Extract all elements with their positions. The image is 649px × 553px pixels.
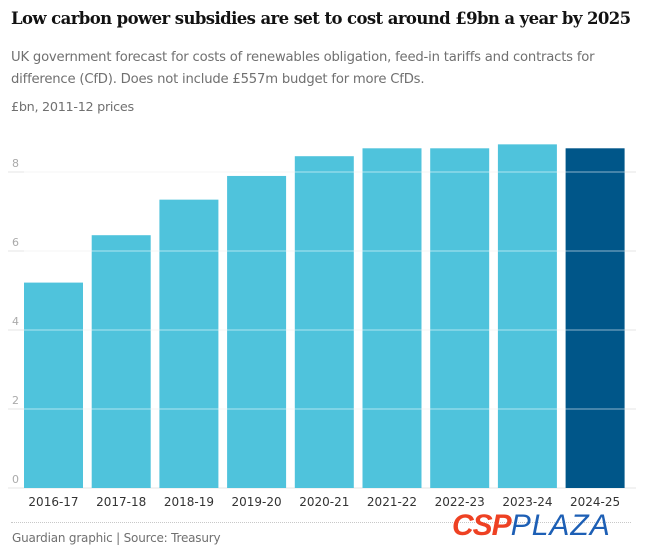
bar-2020-21 — [294, 156, 354, 488]
y-tick-labels: 0 2 4 6 8 — [12, 157, 19, 486]
source-credit: Guardian graphic | Source: Treasury — [12, 531, 221, 545]
y-tick-label: 0 — [12, 473, 19, 486]
bar-chart: 0 2 4 6 8 2016-17 2017-18 2018-19 2019-20 2020-2… — [8, 144, 636, 509]
chart-title: Low carbon power subsidies are set to co… — [11, 9, 631, 28]
bar-2017-18 — [91, 235, 151, 488]
x-tick-label: 2020-21 — [299, 495, 349, 509]
x-tick-label: 2024-25 — [570, 495, 620, 509]
x-tick-label: 2021-22 — [367, 495, 417, 509]
x-tick-labels: 2016-17 2017-18 2018-19 2019-20 2020-21 2021-… — [28, 495, 620, 509]
x-tick-label: 2017-18 — [96, 495, 146, 509]
overgrid-layer — [24, 171, 625, 410]
bar-2018-19 — [159, 199, 219, 488]
chart-subtitle: UK government forecast for costs of rene… — [11, 50, 595, 87]
logo-plaza-text: PLAZA — [510, 509, 611, 542]
x-tick-label: 2022-23 — [435, 495, 485, 509]
bars-layer — [24, 144, 625, 489]
y-axis-unit-label: £bn, 2011-12 prices — [11, 100, 134, 115]
x-tick-label: 2016-17 — [28, 495, 78, 509]
y-tick-label: 6 — [12, 236, 19, 249]
x-tick-label: 2018-19 — [164, 495, 214, 509]
y-tick-label: 8 — [12, 157, 19, 170]
footer-divider — [11, 522, 631, 523]
x-tick-label: 2019-20 — [232, 495, 282, 509]
bar-2019-20 — [227, 175, 287, 488]
bar-2024-25 — [565, 148, 625, 489]
bar-2016-17 — [24, 282, 83, 488]
logo-csp-text: CSP — [452, 509, 512, 542]
y-tick-label: 2 — [12, 394, 19, 407]
bar-2023-24 — [497, 144, 557, 488]
csp-plaza-watermark-logo: CSPPLAZA — [452, 508, 611, 543]
x-tick-label: 2023-24 — [502, 495, 552, 509]
bar-2022-23 — [430, 148, 490, 489]
bar-2021-22 — [362, 148, 422, 489]
y-tick-label: 4 — [12, 315, 19, 328]
